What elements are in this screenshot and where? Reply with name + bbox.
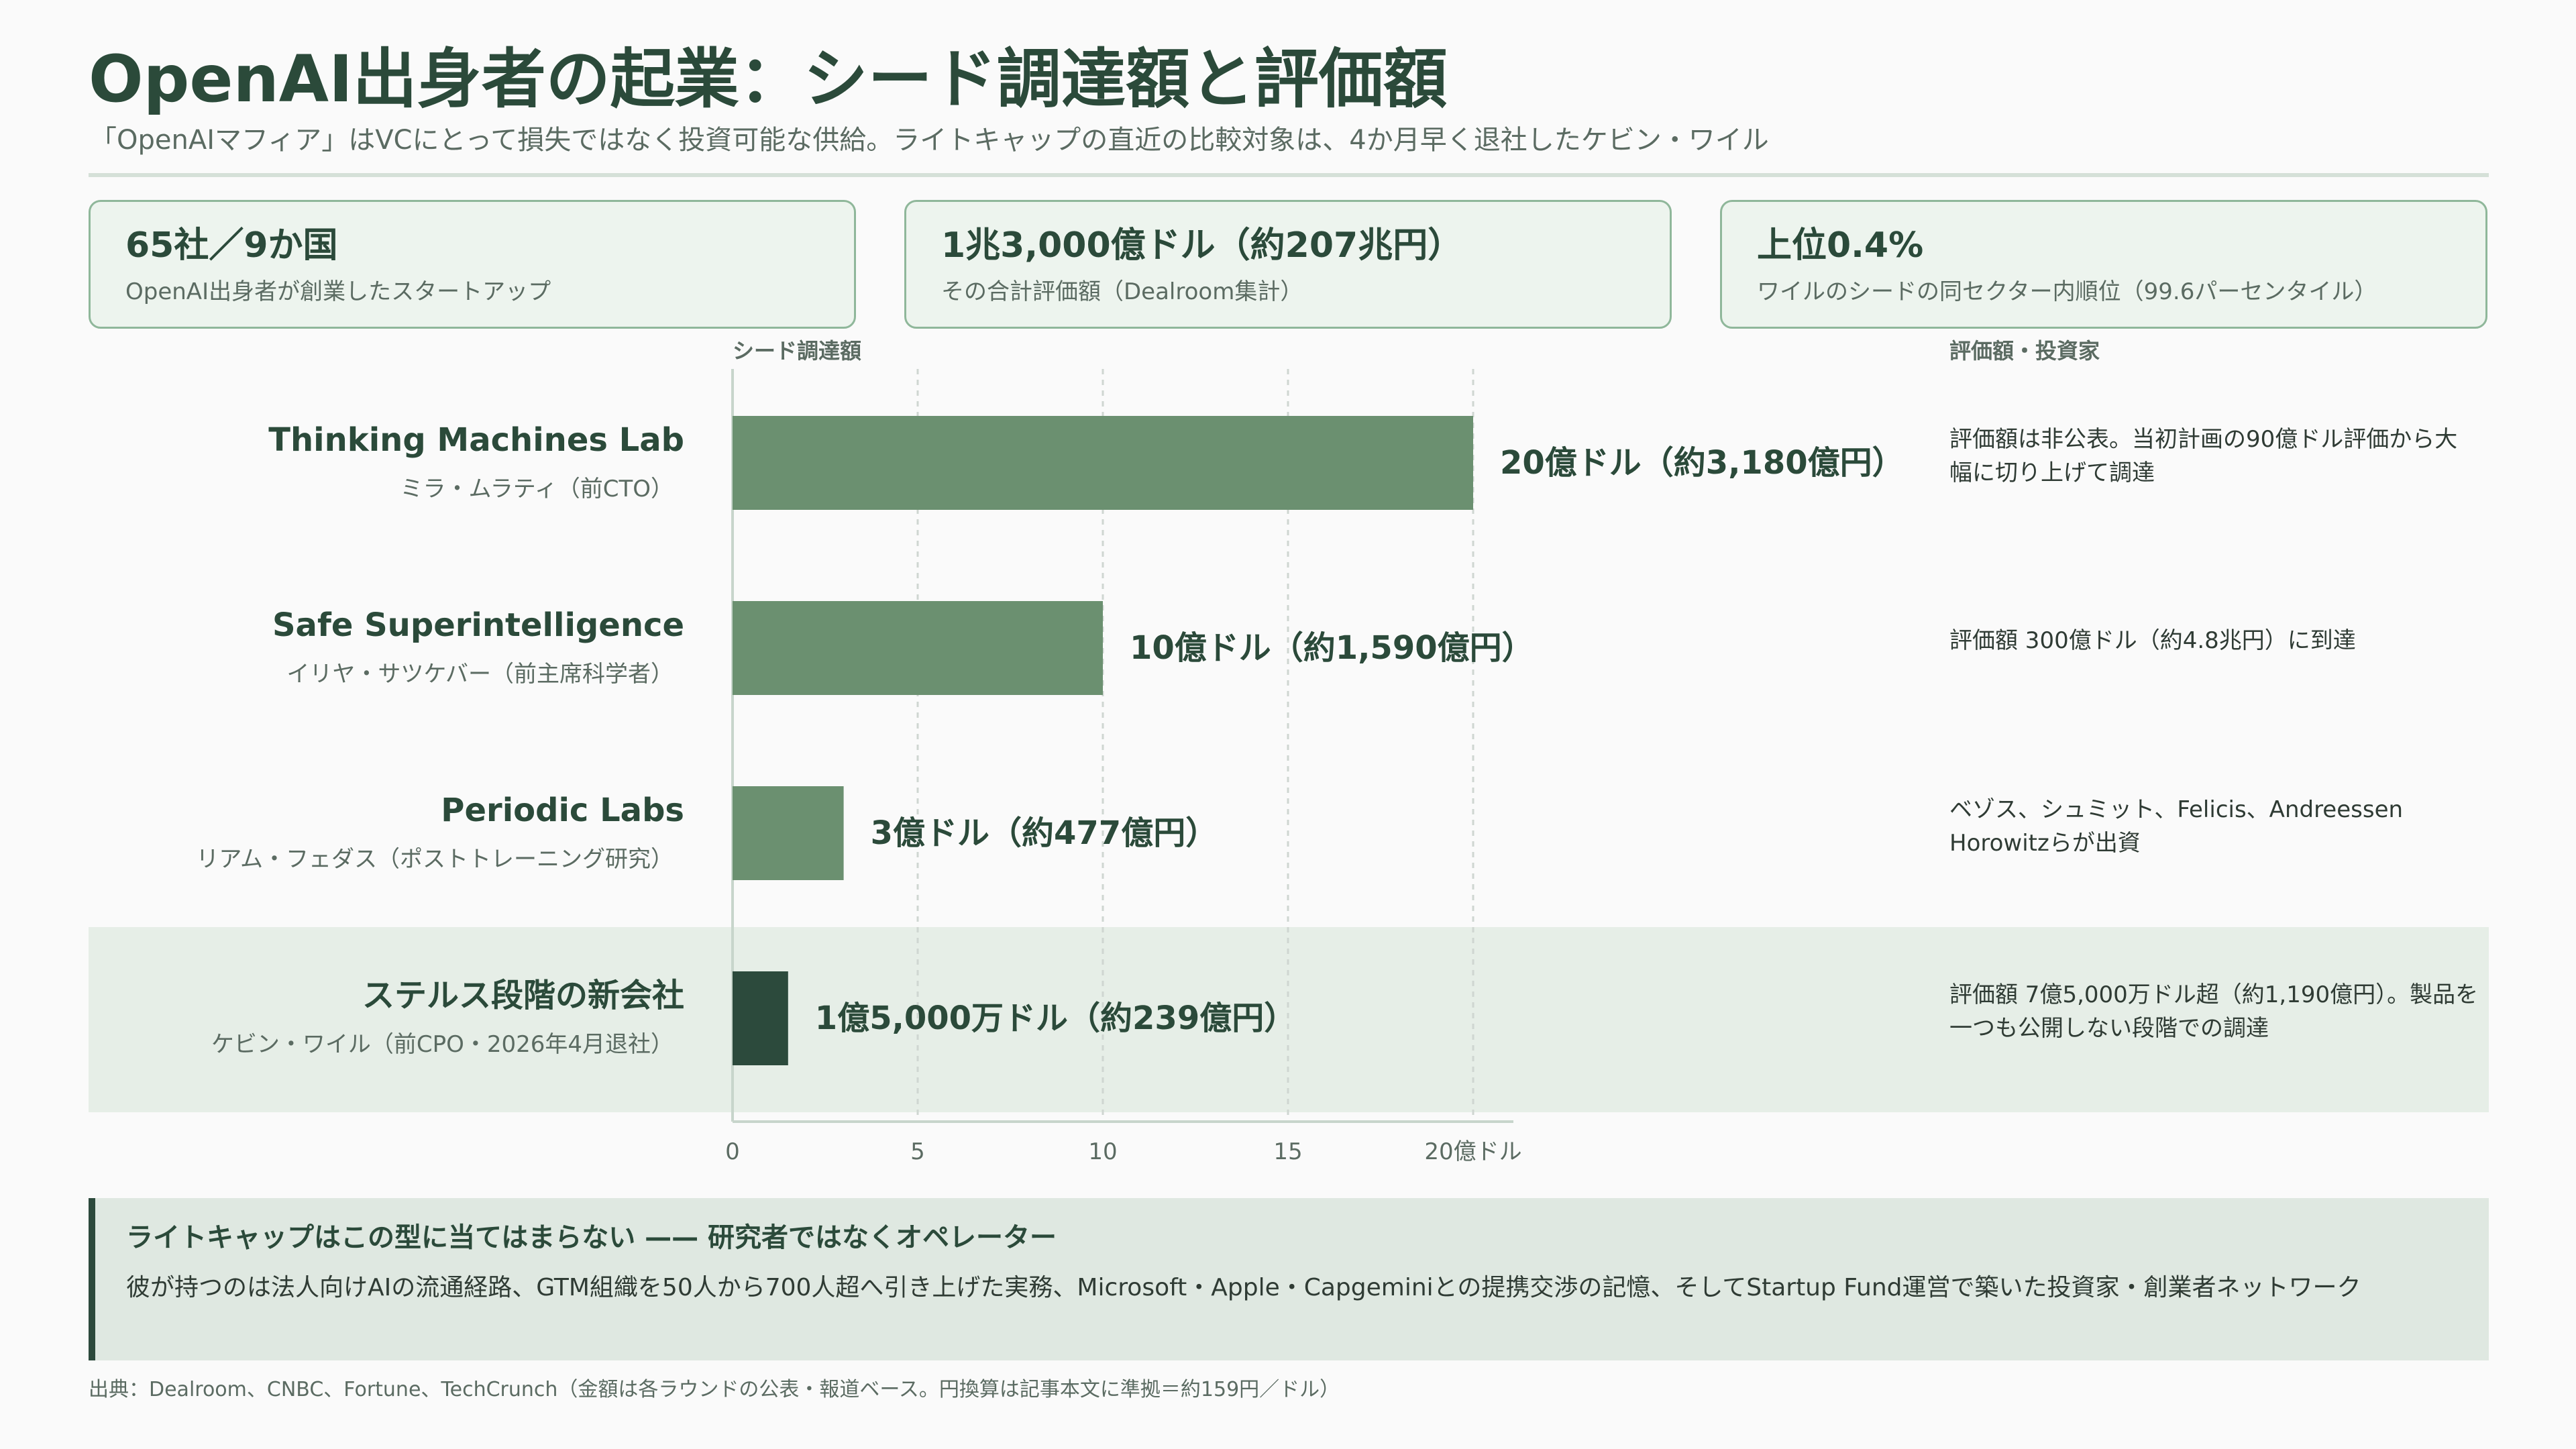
x-tick-label: 10	[1088, 1138, 1117, 1165]
company-name: Safe Superintelligence	[272, 606, 684, 644]
bar	[733, 786, 844, 880]
bar-value-label: 3億ドル（約477億円）	[871, 814, 1218, 852]
bar	[733, 971, 788, 1065]
x-tick-label: 0	[725, 1138, 740, 1165]
company-name: ステルス段階の新会社	[362, 977, 684, 1014]
founder-label: ケビン・ワイル（前CPO・2026年4月退社）	[211, 1031, 674, 1058]
founder-label: リアム・フェダス（ポストトレーニング研究）	[196, 846, 674, 873]
valuation-note: 評価額 300億ドル（約4.8兆円）に到達	[1949, 627, 2356, 654]
page-title: OpenAI出身者の起業：シード調達額と評価額	[89, 42, 1448, 117]
callout-body: 彼が持つのは法人向けAIの流通経路、GTM組織を50人から700人超へ引き上げた…	[126, 1274, 2361, 1301]
callout-box: ライトキャップはこの型に当てはまらない —— 研究者ではなくオペレーター 彼が持…	[89, 1198, 2489, 1360]
column-header-seed: シード調達額	[733, 338, 862, 364]
bar	[733, 601, 1103, 695]
x-tick-label: 20億ドル	[1424, 1138, 1521, 1165]
bar	[733, 416, 1473, 510]
page-subtitle: 「OpenAIマフィア」はVCにとって損失ではなく投資可能な供給。ライトキャップ…	[90, 125, 1769, 156]
kpi-card-startups: 65社／9か国 OpenAI出身者が創業したスタートアップ	[89, 200, 856, 329]
valuation-note: 評価額は非公表。当初計画の90億ドル評価から大幅に切り上げて調達	[1949, 426, 2458, 486]
source-note: 出典：Dealroom、CNBC、Fortune、TechCrunch（金額は各…	[89, 1378, 1340, 1401]
kpi-value: 1兆3,000億ドル（約207兆円）	[941, 225, 1463, 266]
bar-value-label: 1億5,000万ドル（約239億円）	[815, 1000, 1296, 1037]
valuation-note: 評価額 7億5,000万ドル超（約1,190億円）。製品を一つも公開しない段階で…	[1949, 981, 2479, 1042]
kpi-card-total-valuation: 1兆3,000億ドル（約207兆円） その合計評価額（Dealroom集計）	[904, 200, 1672, 329]
x-tick-label: 15	[1273, 1138, 1302, 1165]
callout-accent-bar	[89, 1198, 95, 1360]
kpi-value: 上位0.4%	[1757, 225, 1924, 266]
bar-value-label: 10億ドル（約1,590億円）	[1130, 629, 1534, 667]
callout-title: ライトキャップはこの型に当てはまらない —— 研究者ではなくオペレーター	[126, 1222, 1057, 1253]
kpi-label: ワイルのシードの同セクター内順位（99.6パーセンタイル）	[1757, 278, 2377, 305]
bar-value-label: 20億ドル（約3,180億円）	[1500, 444, 1904, 482]
founder-label: イリヤ・サツケバー（前主席科学者）	[286, 661, 674, 688]
kpi-label: その合計評価額（Dealroom集計）	[941, 278, 1303, 305]
founder-label: ミラ・ムラティ（前CTO）	[400, 476, 674, 502]
company-name: Thinking Machines Lab	[268, 421, 684, 459]
seed-funding-bar-chart: 0 5 10 15 20億ドル 20億ドル（約3,180億円） Thinking Machi…	[196, 369, 1904, 1165]
valuation-note: ベゾス、シュミット、Felicis、Andreessen Horowitzらが出…	[1949, 796, 2404, 857]
column-header-valuation: 評価額・投資家	[1949, 338, 2100, 364]
kpi-value: 65社／9か国	[125, 225, 338, 266]
company-name: Periodic Labs	[441, 792, 684, 829]
kpi-label: OpenAI出身者が創業したスタートアップ	[125, 278, 551, 305]
kpi-card-percentile: 上位0.4% ワイルのシードの同セクター内順位（99.6パーセンタイル）	[1720, 200, 2487, 329]
x-tick-label: 5	[910, 1138, 925, 1165]
header-divider	[89, 173, 2489, 177]
